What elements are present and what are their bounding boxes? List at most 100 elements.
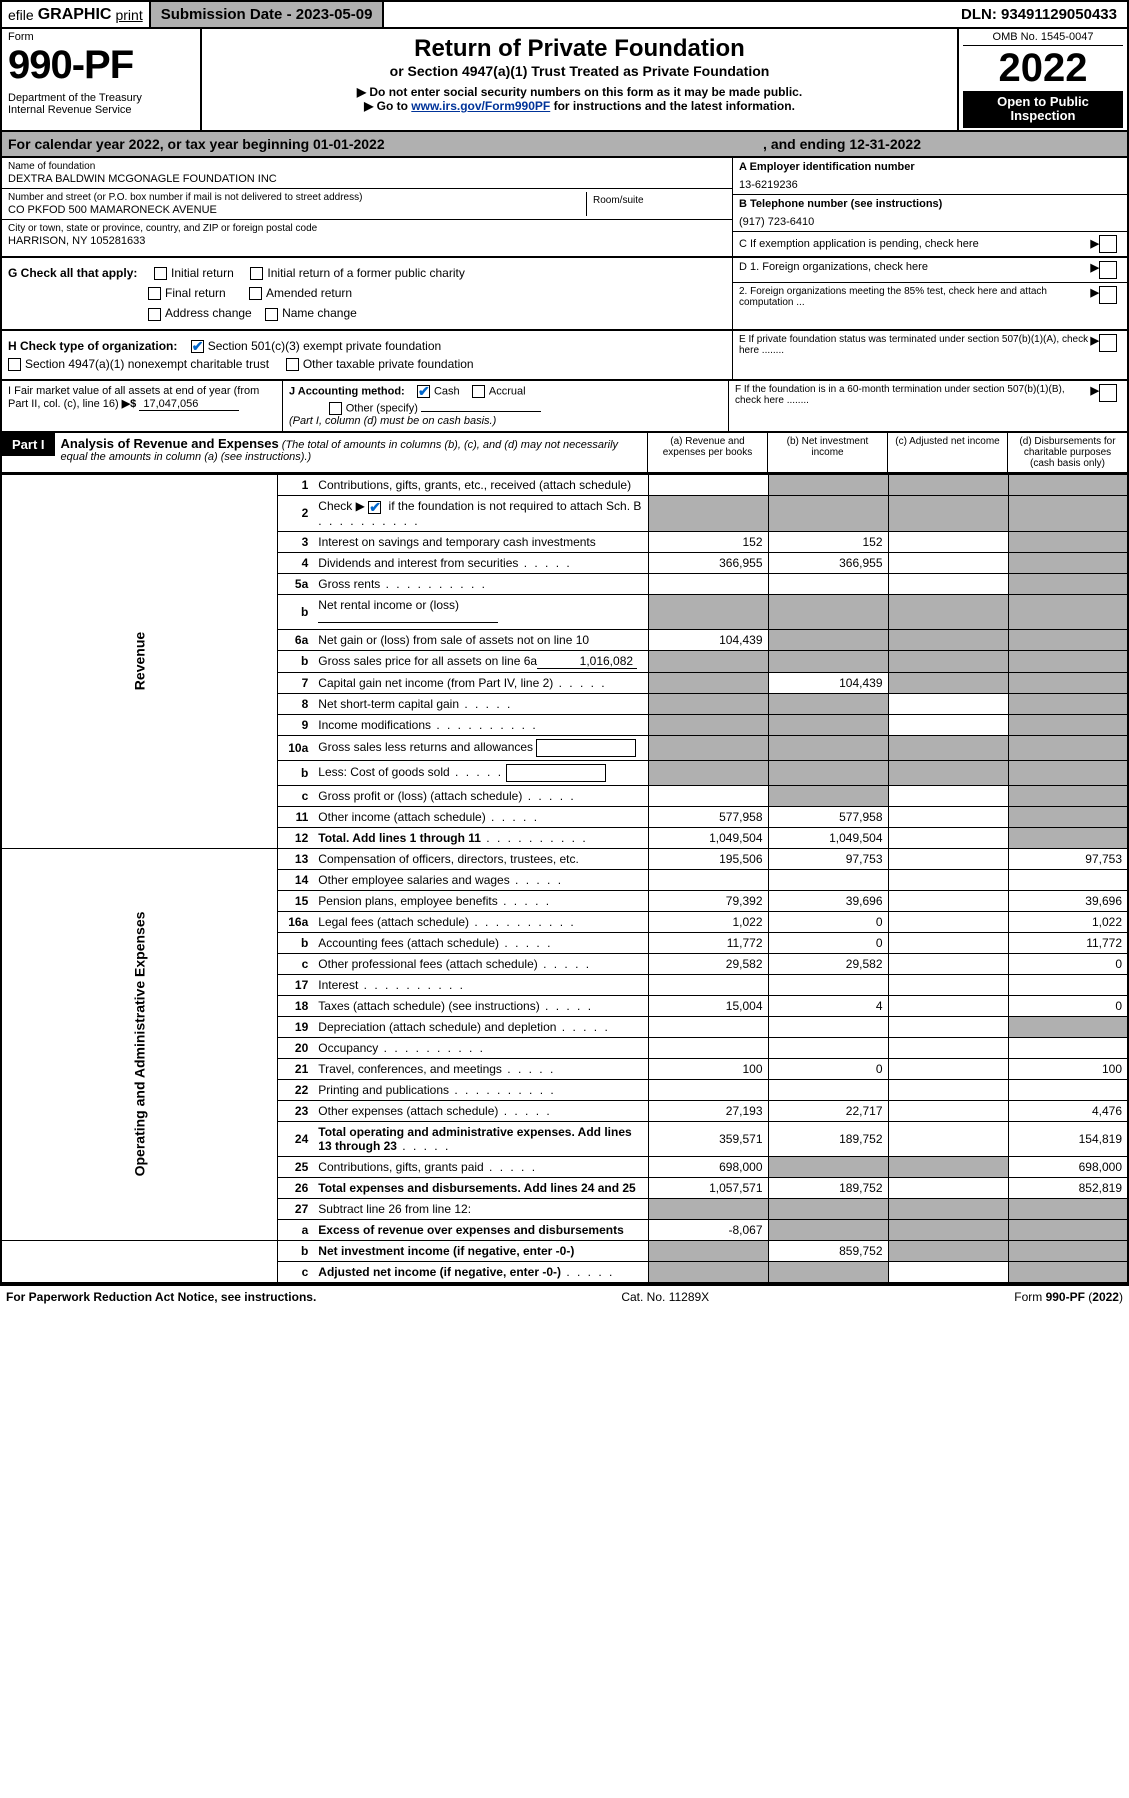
row-num: 27 xyxy=(277,1198,313,1219)
top-bar: efile GRAPHIC print Submission Date - 20… xyxy=(0,0,1129,27)
row-desc: Printing and publications xyxy=(313,1079,648,1100)
row-desc: Accounting fees (attach schedule) xyxy=(313,932,648,953)
row-num: b xyxy=(277,594,313,629)
omb-number: OMB No. 1545-0047 xyxy=(963,31,1123,46)
g-initial-former: Initial return of a former public charit… xyxy=(267,266,464,280)
footer-right: Form 990-PF (2022) xyxy=(1014,1290,1123,1304)
row-desc: Net gain or (loss) from sale of assets n… xyxy=(313,629,648,650)
cell-val: 11,772 xyxy=(1008,932,1128,953)
h-4947: Section 4947(a)(1) nonexempt charitable … xyxy=(25,357,269,371)
row-num: 10a xyxy=(277,735,313,760)
cb-final[interactable] xyxy=(148,287,161,300)
row-desc: Depreciation (attach schedule) and deple… xyxy=(313,1016,648,1037)
cb-cash[interactable] xyxy=(417,385,430,398)
row-num: 5a xyxy=(277,573,313,594)
row-num: 21 xyxy=(277,1058,313,1079)
row-num: a xyxy=(277,1219,313,1240)
row-desc: Interest xyxy=(313,974,648,995)
cb-amended[interactable] xyxy=(249,287,262,300)
form-number: 990-PF xyxy=(8,43,194,88)
part1-header: Part I Analysis of Revenue and Expenses … xyxy=(0,433,1129,474)
arrow-icon: ▶ xyxy=(1091,237,1099,250)
arrow-icon: ▶ xyxy=(1091,286,1099,308)
city-label: City or town, state or province, country… xyxy=(8,223,726,234)
cb-other-tax[interactable] xyxy=(286,358,299,371)
efile-print[interactable]: print xyxy=(115,7,142,23)
cell-val: 0 xyxy=(768,932,888,953)
cb-d2[interactable] xyxy=(1099,286,1117,304)
row-desc: Less: Cost of goods sold xyxy=(313,760,648,785)
row-desc: Other income (attach schedule) xyxy=(313,806,648,827)
row-desc: Other expenses (attach schedule) xyxy=(313,1100,648,1121)
cb-schb[interactable] xyxy=(368,501,381,514)
cell-val: 859,752 xyxy=(768,1240,888,1261)
row-num: 23 xyxy=(277,1100,313,1121)
j-label: J Accounting method: xyxy=(289,386,405,398)
form-label: Form xyxy=(8,31,194,43)
cell-val: 4 xyxy=(768,995,888,1016)
exemption-checkbox[interactable] xyxy=(1099,235,1117,253)
col-d-hdr: (d) Disbursements for charitable purpose… xyxy=(1007,433,1127,472)
row-num: 6a xyxy=(277,629,313,650)
part1-desc: Analysis of Revenue and Expenses (The to… xyxy=(55,433,647,472)
cb-other-method[interactable] xyxy=(329,402,342,415)
row-desc: Income modifications xyxy=(313,714,648,735)
row-desc: Excess of revenue over expenses and disb… xyxy=(313,1219,648,1240)
cb-501c3[interactable] xyxy=(191,340,204,353)
foundation-name: DEXTRA BALDWIN MCGONAGLE FOUNDATION INC xyxy=(8,173,726,185)
note2-pre: ▶ Go to xyxy=(364,99,411,113)
cell-val: 79,392 xyxy=(648,890,768,911)
row-num: 9 xyxy=(277,714,313,735)
row-desc: Travel, conferences, and meetings xyxy=(313,1058,648,1079)
cb-accrual[interactable] xyxy=(472,385,485,398)
cell-val: -8,067 xyxy=(648,1219,768,1240)
cb-d1[interactable] xyxy=(1099,261,1117,279)
j-cash: Cash xyxy=(434,386,460,398)
cell-val: 189,752 xyxy=(768,1177,888,1198)
revenue-side-label: Revenue xyxy=(131,529,147,794)
cb-initial[interactable] xyxy=(154,267,167,280)
submission-date: Submission Date - 2023-05-09 xyxy=(149,2,385,27)
cb-addr[interactable] xyxy=(148,308,161,321)
arrow-icon: ▶ xyxy=(1091,384,1099,406)
form-header: Form 990-PF Department of the Treasury I… xyxy=(0,27,1129,132)
arrow-icon: ▶ xyxy=(1091,334,1099,356)
row-desc: Gross sales less returns and allowances xyxy=(313,735,648,760)
row-desc: Total. Add lines 1 through 11 xyxy=(313,827,648,848)
row-num: 8 xyxy=(277,693,313,714)
cell-val: 0 xyxy=(768,1058,888,1079)
cell-val: 195,506 xyxy=(648,848,768,869)
row-num: 22 xyxy=(277,1079,313,1100)
cb-4947[interactable] xyxy=(8,358,21,371)
cell-val: 698,000 xyxy=(648,1156,768,1177)
row-desc: Capital gain net income (from Part IV, l… xyxy=(313,672,648,693)
cell-val: 15,004 xyxy=(648,995,768,1016)
row-desc: Adjusted net income (if negative, enter … xyxy=(313,1261,648,1283)
row-desc: Other employee salaries and wages xyxy=(313,869,648,890)
arrow-icon: ▶ xyxy=(1091,261,1099,279)
form-title: Return of Private Foundation xyxy=(208,35,951,63)
row-desc: Occupancy xyxy=(313,1037,648,1058)
cb-name[interactable] xyxy=(265,308,278,321)
col-a-hdr: (a) Revenue and expenses per books xyxy=(647,433,767,472)
j-other: Other (specify) xyxy=(346,403,418,415)
row-num: 3 xyxy=(277,531,313,552)
cell-val: 1,022 xyxy=(648,911,768,932)
cb-initial-former[interactable] xyxy=(250,267,263,280)
note2-post: for instructions and the latest informat… xyxy=(550,99,795,113)
row-desc: Compensation of officers, directors, tru… xyxy=(313,848,648,869)
table-row: Revenue 1 Contributions, gifts, grants, … xyxy=(1,475,1128,496)
room-label: Room/suite xyxy=(593,195,720,206)
d1-label: D 1. Foreign organizations, check here xyxy=(739,261,1091,279)
gross-sales-value: 1,016,082 xyxy=(537,654,637,669)
checks-row-h: H Check type of organization: Section 50… xyxy=(0,331,1129,382)
efile-graphic: GRAPHIC xyxy=(38,6,112,24)
cell-val: 27,193 xyxy=(648,1100,768,1121)
cb-f[interactable] xyxy=(1099,384,1117,402)
row-num: 19 xyxy=(277,1016,313,1037)
cb-e[interactable] xyxy=(1099,334,1117,352)
part1-title: Analysis of Revenue and Expenses xyxy=(61,436,279,451)
note-2: ▶ Go to www.irs.gov/Form990PF for instru… xyxy=(208,99,951,113)
instructions-link[interactable]: www.irs.gov/Form990PF xyxy=(411,99,550,113)
cell-val: 152 xyxy=(768,531,888,552)
